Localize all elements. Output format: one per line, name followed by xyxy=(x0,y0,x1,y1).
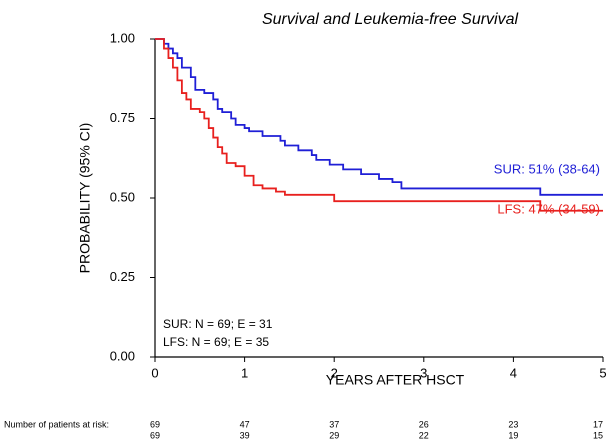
x-axis-label: YEARS AFTER HSCT xyxy=(326,372,465,388)
risk-count: 47 xyxy=(240,419,250,429)
risk-count: 69 xyxy=(150,419,160,429)
count-label: SUR: N = 69; E = 31 xyxy=(163,317,273,331)
risk-count: 69 xyxy=(150,430,160,440)
survival-curve xyxy=(155,38,603,196)
y-tick-label: 0.00 xyxy=(110,348,135,363)
x-tick-label: 3 xyxy=(420,365,427,380)
x-tick-label: 5 xyxy=(599,365,606,380)
y-tick-label: 0.75 xyxy=(110,110,135,125)
x-tick-label: 4 xyxy=(510,365,517,380)
x-tick-label: 1 xyxy=(241,365,248,380)
risk-count: 19 xyxy=(508,430,518,440)
x-tick-label: 2 xyxy=(331,365,338,380)
count-label: LFS: N = 69; E = 35 xyxy=(163,335,269,349)
y-axis-label: PROBABILITY (95% CI) xyxy=(77,123,93,274)
curve-label: SUR: 51% (38-64) xyxy=(494,161,600,176)
y-tick-label: 0.25 xyxy=(110,269,135,284)
risk-count: 29 xyxy=(329,430,339,440)
risk-count: 15 xyxy=(593,430,603,440)
x-tick-label: 0 xyxy=(151,365,158,380)
survival-curve xyxy=(155,38,603,212)
risk-count: 22 xyxy=(419,430,429,440)
risk-table-label: Number of patients at risk: xyxy=(4,419,109,429)
risk-count: 17 xyxy=(593,419,603,429)
chart-title: Survival and Leukemia-free Survival xyxy=(262,11,519,28)
risk-count: 37 xyxy=(329,419,339,429)
y-tick-label: 0.50 xyxy=(110,189,135,204)
risk-count: 26 xyxy=(419,419,429,429)
risk-count: 39 xyxy=(240,430,250,440)
risk-count: 23 xyxy=(508,419,518,429)
curve-label: LFS: 47% (34-59) xyxy=(497,201,600,216)
y-tick-label: 1.00 xyxy=(110,30,135,45)
